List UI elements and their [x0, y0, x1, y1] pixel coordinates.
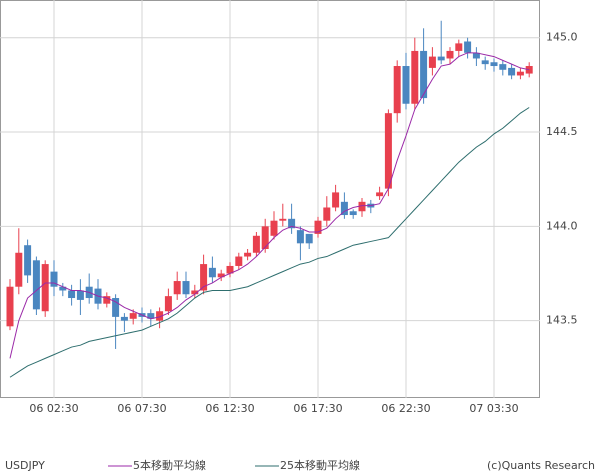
- candle-body: [305, 233, 313, 244]
- candle-body: [252, 235, 260, 253]
- candle-body: [472, 52, 480, 59]
- x-tick-label: 06 07:30: [117, 402, 166, 415]
- candle-body: [376, 192, 384, 197]
- candle-body: [270, 220, 278, 236]
- candle-body: [208, 267, 216, 278]
- candle-body: [384, 113, 392, 189]
- candle-body: [41, 264, 49, 312]
- candle-body: [200, 264, 208, 291]
- y-tick-label: 144.5: [546, 125, 578, 138]
- candle-body: [244, 252, 252, 257]
- candle-body: [15, 252, 23, 287]
- candle-body: [50, 271, 58, 287]
- legend-label: 25本移動平均線: [280, 458, 360, 472]
- x-tick-label: 06 12:30: [205, 402, 254, 415]
- grid: [0, 0, 540, 398]
- x-tick-label: 07 03:30: [469, 402, 518, 415]
- ma-line: [9, 52, 530, 359]
- candle-body: [261, 226, 269, 249]
- candle-body: [279, 218, 287, 221]
- candle-body: [235, 256, 243, 266]
- y-tick-label: 144.0: [546, 219, 578, 232]
- candle-body: [156, 311, 164, 321]
- candle-body: [288, 218, 296, 229]
- legend-candles: USDJPY: [5, 459, 45, 472]
- copyright: (c)Quants Research: [487, 459, 595, 472]
- marks: [6, 20, 533, 378]
- candle-body: [516, 71, 524, 76]
- candle-body: [147, 313, 155, 319]
- legend-label: 5本移動平均線: [133, 458, 206, 472]
- candle-body: [191, 290, 199, 295]
- candle-body: [323, 207, 331, 221]
- ma-line: [9, 107, 530, 378]
- candle-body: [32, 260, 40, 310]
- candle-body: [437, 56, 445, 61]
- candle-body: [314, 220, 322, 234]
- candle-body: [420, 50, 428, 99]
- candle-body: [296, 230, 304, 244]
- candle-body: [508, 67, 516, 76]
- candle-body: [428, 56, 436, 68]
- candle-body: [182, 281, 190, 295]
- candle-body: [525, 66, 533, 74]
- candle-body: [164, 296, 172, 312]
- candle-body: [358, 201, 366, 212]
- x-tick-label: 06 22:30: [381, 402, 430, 415]
- candle-body: [120, 316, 128, 321]
- candle-body: [332, 192, 340, 208]
- candle-body: [24, 245, 32, 276]
- candle-body: [446, 50, 454, 59]
- candle-body: [340, 201, 348, 216]
- candle-body: [490, 62, 498, 67]
- candle-body: [402, 66, 410, 104]
- candle-body: [68, 290, 76, 299]
- candle-body: [76, 290, 84, 300]
- candle-body: [217, 273, 225, 278]
- candle-body: [499, 64, 507, 70]
- candle-body: [6, 286, 14, 327]
- y-tick-label: 143.5: [546, 314, 578, 327]
- candle-body: [464, 41, 472, 53]
- candle-body: [455, 43, 463, 51]
- candle-body: [481, 60, 489, 65]
- candle-body: [103, 296, 111, 304]
- candle-body: [129, 313, 137, 319]
- candle-body: [112, 298, 120, 317]
- plot-frame: [0, 0, 540, 398]
- candle-body: [173, 281, 181, 295]
- candle-body: [411, 50, 419, 104]
- candle-body: [59, 286, 67, 291]
- candle-body: [393, 66, 401, 114]
- x-tick-label: 06 17:30: [293, 402, 342, 415]
- candle-body: [226, 265, 234, 274]
- y-tick-label: 145.0: [546, 31, 578, 44]
- x-tick-label: 06 02:30: [29, 402, 78, 415]
- candle-body: [349, 211, 357, 216]
